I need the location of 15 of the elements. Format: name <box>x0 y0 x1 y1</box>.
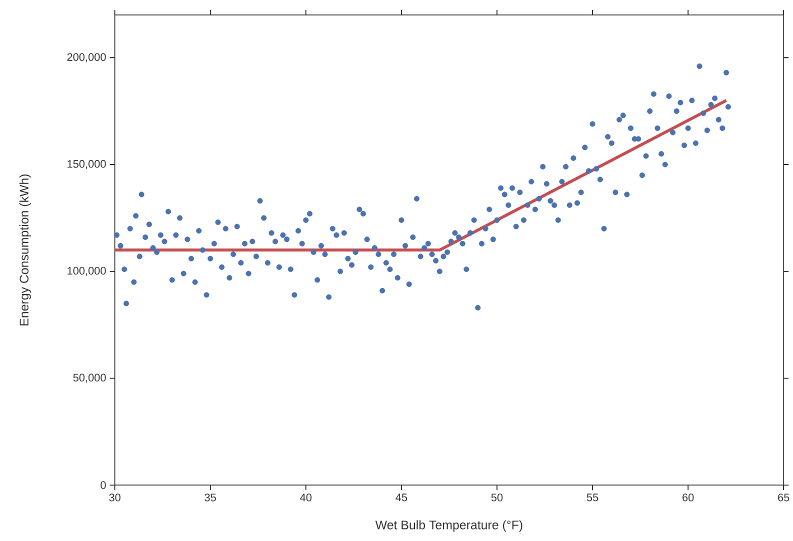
y-tick-label: 150,000 <box>68 160 106 170</box>
y-tick-label: 50,000 <box>73 374 106 383</box>
y-tick-label: 200,000 <box>67 53 106 62</box>
x-tick-label: 55 <box>586 494 598 502</box>
x-axis-title: Wet Bulb Temperature (°F) <box>375 520 522 532</box>
y-tick-label: 0 <box>100 481 106 489</box>
x-tick-label: 60 <box>682 494 694 502</box>
x-tick-label: 35 <box>204 494 216 502</box>
y-axis-title: Energy Consumption (kWh) <box>19 174 31 326</box>
x-tick-label: 40 <box>300 494 312 502</box>
x-tick-label: 45 <box>396 494 408 502</box>
x-tick-label: 50 <box>491 494 503 502</box>
y-tick-label: 100,000 <box>68 266 106 276</box>
x-tick-label: 30 <box>109 494 120 502</box>
x-tick-label: 65 <box>778 494 790 502</box>
